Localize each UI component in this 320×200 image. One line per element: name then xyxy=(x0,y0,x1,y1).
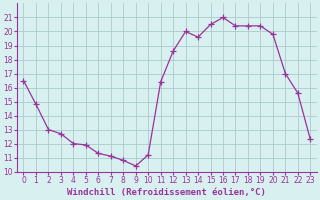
X-axis label: Windchill (Refroidissement éolien,°C): Windchill (Refroidissement éolien,°C) xyxy=(68,188,266,197)
